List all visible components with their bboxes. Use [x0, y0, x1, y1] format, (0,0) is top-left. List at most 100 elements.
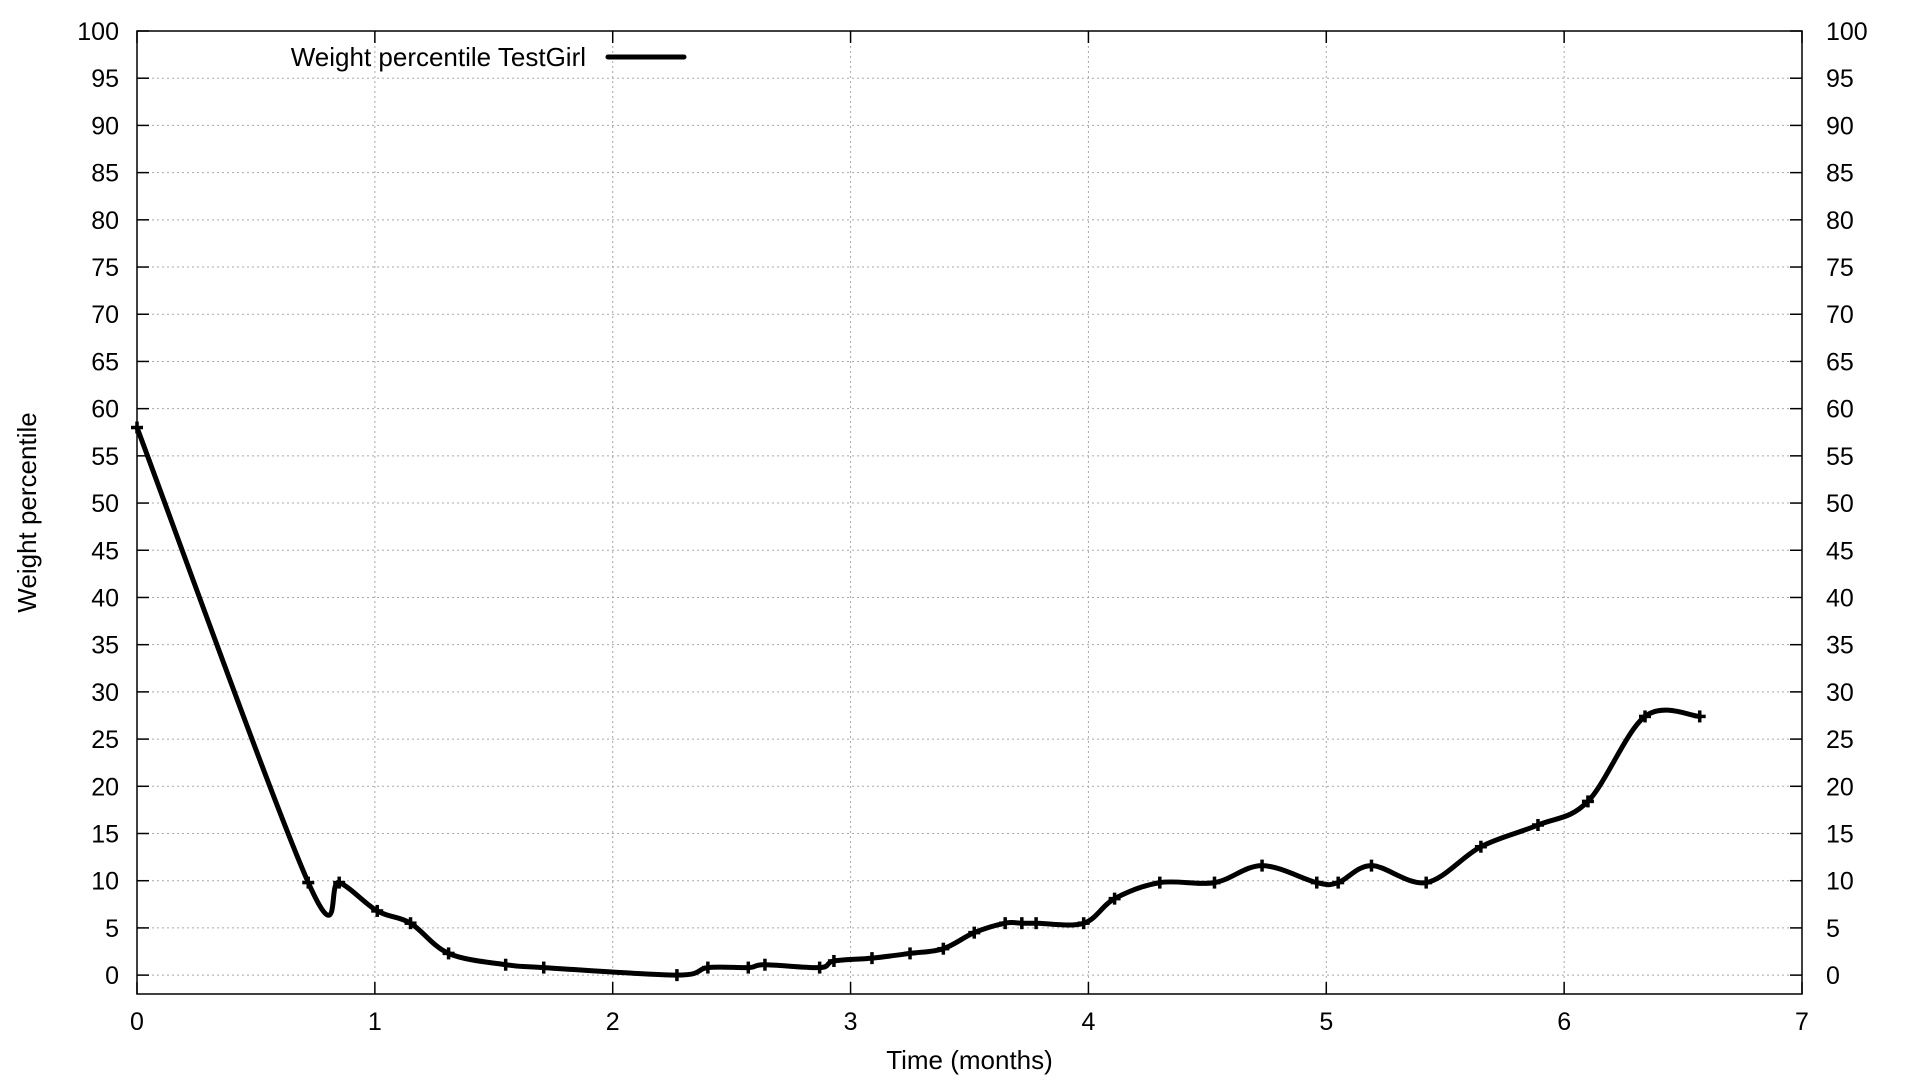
data-point-marker: [1153, 876, 1166, 889]
y-tick-label-left: 30: [91, 679, 119, 707]
y-tick-label-right: 80: [1826, 207, 1854, 235]
y-tick-label-left: 90: [91, 112, 119, 140]
legend-label: Weight percentile TestGirl: [291, 42, 586, 72]
y-tick-label-right: 65: [1826, 348, 1854, 376]
data-point-marker: [827, 954, 840, 967]
data-point-marker: [1030, 917, 1043, 930]
x-tick-label: 0: [130, 1008, 144, 1036]
data-point-marker: [1581, 795, 1594, 808]
data-point-marker: [865, 952, 878, 965]
plot-frame: [136, 30, 1803, 995]
data-point-marker: [1108, 892, 1121, 905]
data-point-marker: [1332, 876, 1345, 889]
y-tick-label-left: 15: [91, 821, 119, 849]
data-point-marker: [813, 961, 826, 974]
data-point-marker: [404, 917, 417, 930]
data-point-marker: [999, 917, 1012, 930]
data-point-marker: [1474, 840, 1487, 853]
y-tick-label-left: 55: [91, 443, 119, 471]
y-tick-label-right: 5: [1826, 915, 1840, 943]
y-tick-label-right: 10: [1826, 868, 1854, 896]
y-tick-label-right: 20: [1826, 773, 1854, 801]
markers-layer: [131, 421, 1706, 982]
data-point-marker: [302, 876, 315, 889]
y-tick-label-left: 95: [91, 65, 119, 93]
data-point-marker: [1531, 819, 1544, 832]
grid: [136, 30, 1803, 994]
series-layer: [134, 425, 1703, 978]
y-tick-label-right: 25: [1826, 726, 1854, 754]
y-axis-title: Weight percentile: [12, 412, 42, 612]
data-point-marker: [1420, 876, 1433, 889]
y-tick-label-right: 50: [1826, 490, 1854, 518]
y-tick-label-right: 70: [1826, 301, 1854, 329]
y-tick-label-right: 40: [1826, 584, 1854, 612]
data-point-marker: [1015, 917, 1028, 930]
x-tick-labels: 0 1 2 3 4 5 6 7: [130, 1008, 1809, 1036]
y-tick-label-left: 70: [91, 301, 119, 329]
y-tick-label-left: 10: [91, 868, 119, 896]
data-point-marker: [131, 421, 143, 434]
x-tick-label: 4: [1081, 1008, 1095, 1036]
data-point-marker: [758, 958, 771, 971]
series-line: [134, 425, 1703, 978]
y-tick-label-right: 90: [1826, 112, 1854, 140]
y-tick-label-right: 85: [1826, 160, 1854, 188]
y-tick-label-left: 65: [91, 348, 119, 376]
y-tick-label-left: 35: [91, 632, 119, 660]
x-tick-label: 2: [606, 1008, 620, 1036]
y-tick-label-left: 50: [91, 490, 119, 518]
y-tick-label-right: 60: [1826, 396, 1854, 424]
y-tick-label-left: 25: [91, 726, 119, 754]
y-tick-label-right: 45: [1826, 537, 1854, 565]
x-tick-label: 7: [1795, 1008, 1809, 1036]
y-tick-label-left: 60: [91, 396, 119, 424]
right-y-tick-labels: 0 5 10 15 20 25 30 35 40 45 50 55 60 65 70 75 80 85 90 95 10…: [1826, 18, 1868, 990]
x-tick-label: 5: [1319, 1008, 1333, 1036]
data-point-marker: [1639, 710, 1652, 723]
data-point-marker: [701, 961, 714, 974]
y-tick-label-left: 20: [91, 773, 119, 801]
data-point-marker: [968, 926, 981, 939]
y-tick-label-left: 40: [91, 584, 119, 612]
y-tick-label-left: 45: [91, 537, 119, 565]
y-tick-label-right: 15: [1826, 821, 1854, 849]
data-point-marker: [1256, 859, 1269, 872]
data-point-marker: [670, 969, 683, 982]
y-tick-label-left: 75: [91, 254, 119, 282]
x-tick-label: 3: [844, 1008, 858, 1036]
y-tick-label-left: 5: [105, 915, 119, 943]
y-tick-label-right: 75: [1826, 254, 1854, 282]
data-point-marker: [1208, 876, 1221, 889]
y-tick-label-left: 0: [105, 962, 119, 990]
data-point-marker: [937, 942, 950, 955]
data-point-marker: [1365, 859, 1378, 872]
y-tick-label-left: 85: [91, 160, 119, 188]
data-point-marker: [333, 876, 346, 889]
y-tick-label-right: 55: [1826, 443, 1854, 471]
y-tick-label-left: 100: [77, 18, 119, 46]
data-point-marker: [1693, 710, 1706, 723]
y-tick-label-right: 30: [1826, 679, 1854, 707]
data-point-marker: [537, 961, 550, 974]
x-tick-label: 6: [1557, 1008, 1571, 1036]
x-axis-title: Time (months): [886, 1045, 1053, 1075]
data-point-marker: [1077, 917, 1090, 930]
data-point-marker: [1310, 876, 1323, 889]
y-tick-label-right: 35: [1826, 632, 1854, 660]
left-y-tick-labels: 0 5 10 15 20 25 30 35 40 45 50 55 60 65 70 75 80 85 90 95 10…: [77, 18, 119, 990]
x-tick-label: 1: [368, 1008, 382, 1036]
data-point-marker: [742, 961, 755, 974]
y-tick-label-right: 100: [1826, 18, 1868, 46]
y-tick-label-right: 95: [1826, 65, 1854, 93]
data-point-marker: [371, 904, 384, 917]
legend: Weight percentile TestGirl: [291, 42, 687, 72]
y-tick-label-left: 80: [91, 207, 119, 235]
y-tick-label-right: 0: [1826, 962, 1840, 990]
axis-ticks: [136, 30, 1803, 994]
data-point-marker: [499, 958, 512, 971]
data-point-marker: [904, 947, 917, 960]
data-point-marker: [442, 947, 455, 960]
